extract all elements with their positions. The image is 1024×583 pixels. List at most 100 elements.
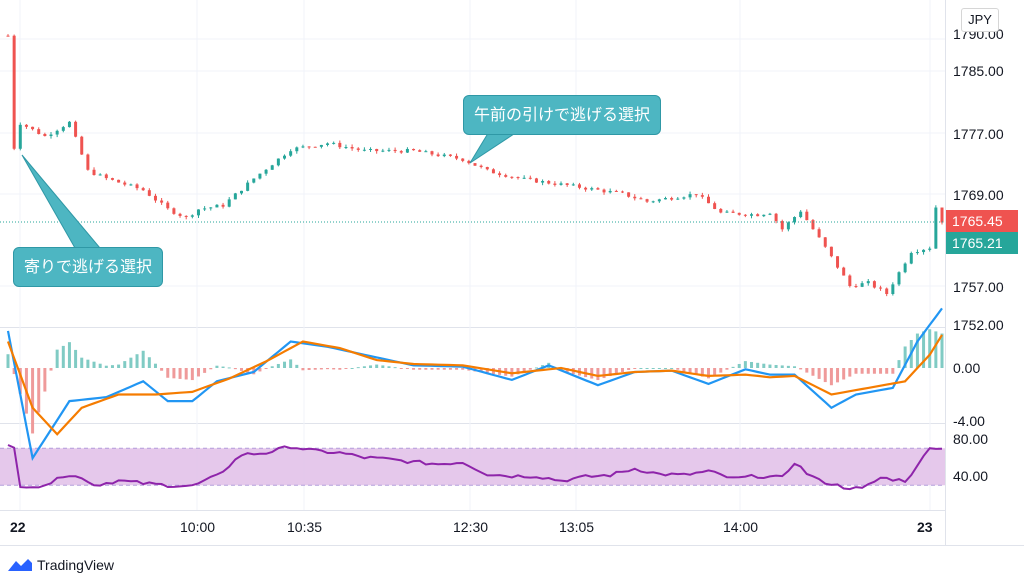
candle <box>473 163 477 166</box>
macd-histogram-bar <box>836 368 840 383</box>
candle <box>399 151 403 153</box>
macd-histogram-bar <box>725 368 729 370</box>
candle <box>780 221 784 230</box>
macd-histogram-bar <box>240 368 243 371</box>
candle <box>571 184 575 186</box>
candle <box>37 129 41 135</box>
candle <box>805 211 809 221</box>
macd-histogram-bar <box>436 368 440 370</box>
time-axis[interactable]: 22 10:00 10:35 12:30 13:05 14:00 23 <box>10 519 933 535</box>
candle <box>891 284 895 295</box>
macd-histogram-bar <box>147 357 151 368</box>
candle <box>276 158 280 166</box>
candle <box>153 195 157 201</box>
macd-histogram-bar <box>541 365 545 368</box>
candle <box>178 213 182 216</box>
macd-histogram-bar <box>620 368 624 373</box>
candle <box>405 148 409 153</box>
candle <box>940 207 944 223</box>
macd-histogram-bar <box>700 368 704 377</box>
price-axis[interactable]: 1790.00 1785.00 1777.00 1769.00 1757.00 … <box>953 26 1004 333</box>
macd-histogram-bar <box>663 368 667 369</box>
candle <box>80 136 84 155</box>
macd-histogram-bar <box>854 368 858 374</box>
candle <box>553 183 557 185</box>
time-tick: 12:30 <box>453 519 488 535</box>
macd-histogram-bar <box>289 359 293 368</box>
macd-histogram-bar <box>676 368 680 370</box>
price-badge-green: 1765.21 <box>952 235 1003 251</box>
macd-histogram-bar <box>602 368 606 379</box>
macd-histogram-bar <box>55 349 59 368</box>
candle <box>737 212 741 215</box>
macd-histogram-bar <box>203 368 207 373</box>
candle <box>688 194 692 198</box>
candle <box>147 190 151 196</box>
tradingview-logo-icon <box>8 559 32 571</box>
price-badge-red: 1765.45 <box>952 213 1003 229</box>
macd-histogram-bar <box>694 368 698 375</box>
macd-histogram-bar <box>707 368 710 379</box>
candle <box>203 208 207 210</box>
candle <box>55 130 59 135</box>
macd-histogram-bar <box>418 368 422 370</box>
candle <box>694 194 698 196</box>
candle <box>491 169 495 174</box>
macd-histogram-bar <box>326 368 330 370</box>
candle <box>110 178 114 180</box>
candle <box>719 208 723 213</box>
macd-histogram-bar <box>61 345 65 368</box>
macd-axis[interactable]: 0.00 -4.00 <box>953 360 985 429</box>
macd-histogram-bar <box>670 368 674 369</box>
candle <box>713 203 717 209</box>
macd-histogram-bar <box>369 365 373 368</box>
candle <box>657 199 661 202</box>
candle <box>608 190 612 193</box>
candle <box>442 154 446 157</box>
currency-label[interactable]: JPY <box>961 8 999 32</box>
macd-histogram-bar <box>897 360 901 368</box>
layout-lines <box>0 0 1024 546</box>
candle <box>313 146 317 148</box>
candle <box>61 127 65 131</box>
macd-histogram-bar <box>885 368 889 374</box>
candle <box>707 196 710 204</box>
macd-histogram-bar <box>915 333 919 368</box>
candle <box>135 184 139 189</box>
macd-histogram-bar <box>934 331 938 368</box>
time-tick: 23 <box>917 519 933 535</box>
time-tick: 22 <box>10 519 26 535</box>
candle <box>817 229 821 238</box>
candle <box>528 177 532 179</box>
candle <box>590 188 594 190</box>
candle <box>584 187 588 190</box>
candle <box>393 149 397 152</box>
candle <box>160 200 164 203</box>
tradingview-brand[interactable]: TradingView <box>8 556 114 574</box>
candle <box>461 158 465 161</box>
macd-histogram-bar <box>375 364 379 368</box>
rsi-axis[interactable]: 80.00 40.00 <box>953 431 988 484</box>
candle <box>240 190 243 194</box>
macd-histogram-bar <box>461 368 465 370</box>
candle <box>848 275 852 287</box>
candle <box>498 173 502 176</box>
candle <box>289 151 293 156</box>
candle <box>301 146 305 148</box>
macd-histogram-bar <box>399 368 403 369</box>
candle <box>627 192 631 197</box>
candle <box>541 180 545 183</box>
macd-histogram-bar <box>940 333 944 368</box>
macd-histogram-bar <box>215 365 219 368</box>
candle <box>743 214 747 216</box>
macd-histogram-bar <box>92 361 96 368</box>
candle <box>117 179 121 183</box>
macd-tick: 0.00 <box>953 360 980 376</box>
macd-histogram-bar <box>172 368 176 379</box>
macd-histogram-bar <box>799 368 803 370</box>
candle <box>86 154 90 170</box>
macd-histogram-bar <box>614 368 618 375</box>
candle <box>682 197 686 199</box>
macd-histogram-bar <box>430 368 434 370</box>
